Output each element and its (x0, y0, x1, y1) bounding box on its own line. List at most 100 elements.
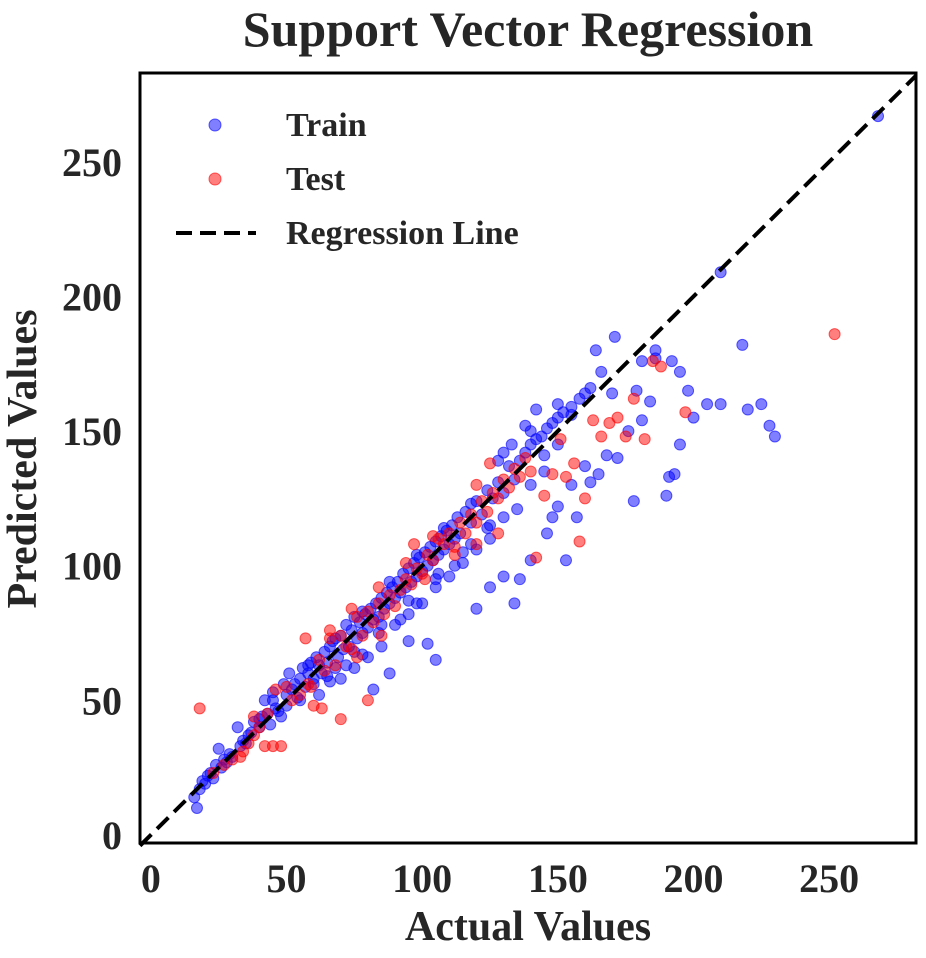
test-point (492, 527, 505, 540)
test-point (247, 710, 260, 723)
train-point (635, 414, 648, 427)
test-point (459, 527, 472, 540)
test-point (448, 548, 461, 561)
legend-line-label: Regression Line (286, 215, 519, 252)
train-point (584, 382, 597, 394)
test-point (470, 516, 483, 529)
train-point (524, 425, 537, 438)
train-point (367, 683, 380, 696)
test-point (573, 535, 586, 548)
test-point (275, 740, 288, 753)
chart-title: Support Vector Regression (243, 1, 814, 57)
test-point (304, 680, 317, 693)
train-point (668, 468, 681, 481)
train-point (551, 500, 564, 513)
y-tick-label: 100 (62, 544, 122, 589)
test-point (329, 659, 342, 672)
train-point (313, 688, 326, 701)
x-axis-label: Actual Values (405, 904, 651, 950)
train-point (511, 503, 524, 516)
train-point (448, 559, 461, 572)
test-point (546, 468, 559, 481)
test-point (313, 653, 326, 666)
y-tick-label: 50 (82, 678, 122, 723)
train-point (530, 403, 543, 416)
train-point (741, 403, 754, 416)
y-axis-label: Predicted Values (0, 309, 46, 608)
test-point (280, 680, 293, 693)
test-point (323, 624, 336, 637)
test-point (484, 457, 497, 470)
train-point (570, 511, 583, 524)
train-point (231, 721, 244, 734)
train-point (589, 344, 602, 357)
test-point (627, 392, 640, 405)
test-point (481, 505, 494, 518)
train-point (584, 476, 597, 489)
train-point (763, 419, 776, 432)
legend-test-label: Test (286, 161, 346, 198)
train-point (212, 742, 225, 755)
train-point (484, 519, 497, 532)
test-point (372, 581, 385, 594)
test-point (375, 629, 388, 642)
train-point (190, 802, 203, 814)
test-point (237, 745, 250, 758)
test-point (554, 433, 567, 446)
x-axis-ticks: 0 50 100 150 200 250 (141, 856, 859, 901)
test-point (679, 406, 692, 419)
train-point (578, 460, 591, 473)
test-point (378, 608, 391, 621)
train-point (714, 398, 727, 411)
test-point (361, 694, 374, 707)
plot-frame (138, 71, 918, 845)
train-point (595, 365, 608, 378)
train-point (513, 573, 526, 586)
train-point (497, 570, 510, 583)
train-point (551, 398, 564, 411)
train-point (383, 575, 396, 588)
train-point (538, 449, 551, 462)
legend: Train Test Regression Line (176, 107, 519, 252)
x-tick-label: 250 (799, 856, 859, 901)
test-point (408, 538, 421, 551)
train-point (673, 438, 686, 451)
test-point (492, 492, 505, 505)
train-point (768, 430, 781, 443)
test-point (638, 433, 651, 446)
train-point (592, 468, 605, 481)
train-point (627, 495, 640, 508)
train-point (660, 489, 673, 502)
train-point (508, 597, 521, 610)
test-point (389, 600, 402, 613)
train-point (649, 344, 662, 357)
train-point (429, 653, 442, 666)
test-series (193, 328, 841, 779)
test-point (351, 651, 364, 664)
test-point (538, 489, 551, 502)
train-point (340, 659, 353, 672)
x-tick-label: 100 (392, 856, 452, 901)
test-point (399, 557, 412, 569)
test-point (524, 465, 537, 478)
train-point (470, 602, 483, 615)
test-point (470, 538, 483, 551)
test-point (568, 457, 581, 470)
train-point (497, 446, 510, 459)
test-point (619, 430, 632, 443)
train-point (283, 667, 296, 680)
test-point (418, 573, 431, 586)
test-point (559, 470, 572, 483)
test-point (356, 629, 369, 642)
test-point (530, 551, 543, 564)
train-point (443, 570, 456, 583)
train-point (736, 338, 749, 351)
train-point (701, 398, 714, 411)
test-point (595, 430, 608, 443)
test-point (334, 629, 347, 642)
test-point (587, 414, 600, 427)
train-point (497, 511, 510, 524)
train-point (266, 694, 279, 707)
train-point (606, 387, 619, 400)
